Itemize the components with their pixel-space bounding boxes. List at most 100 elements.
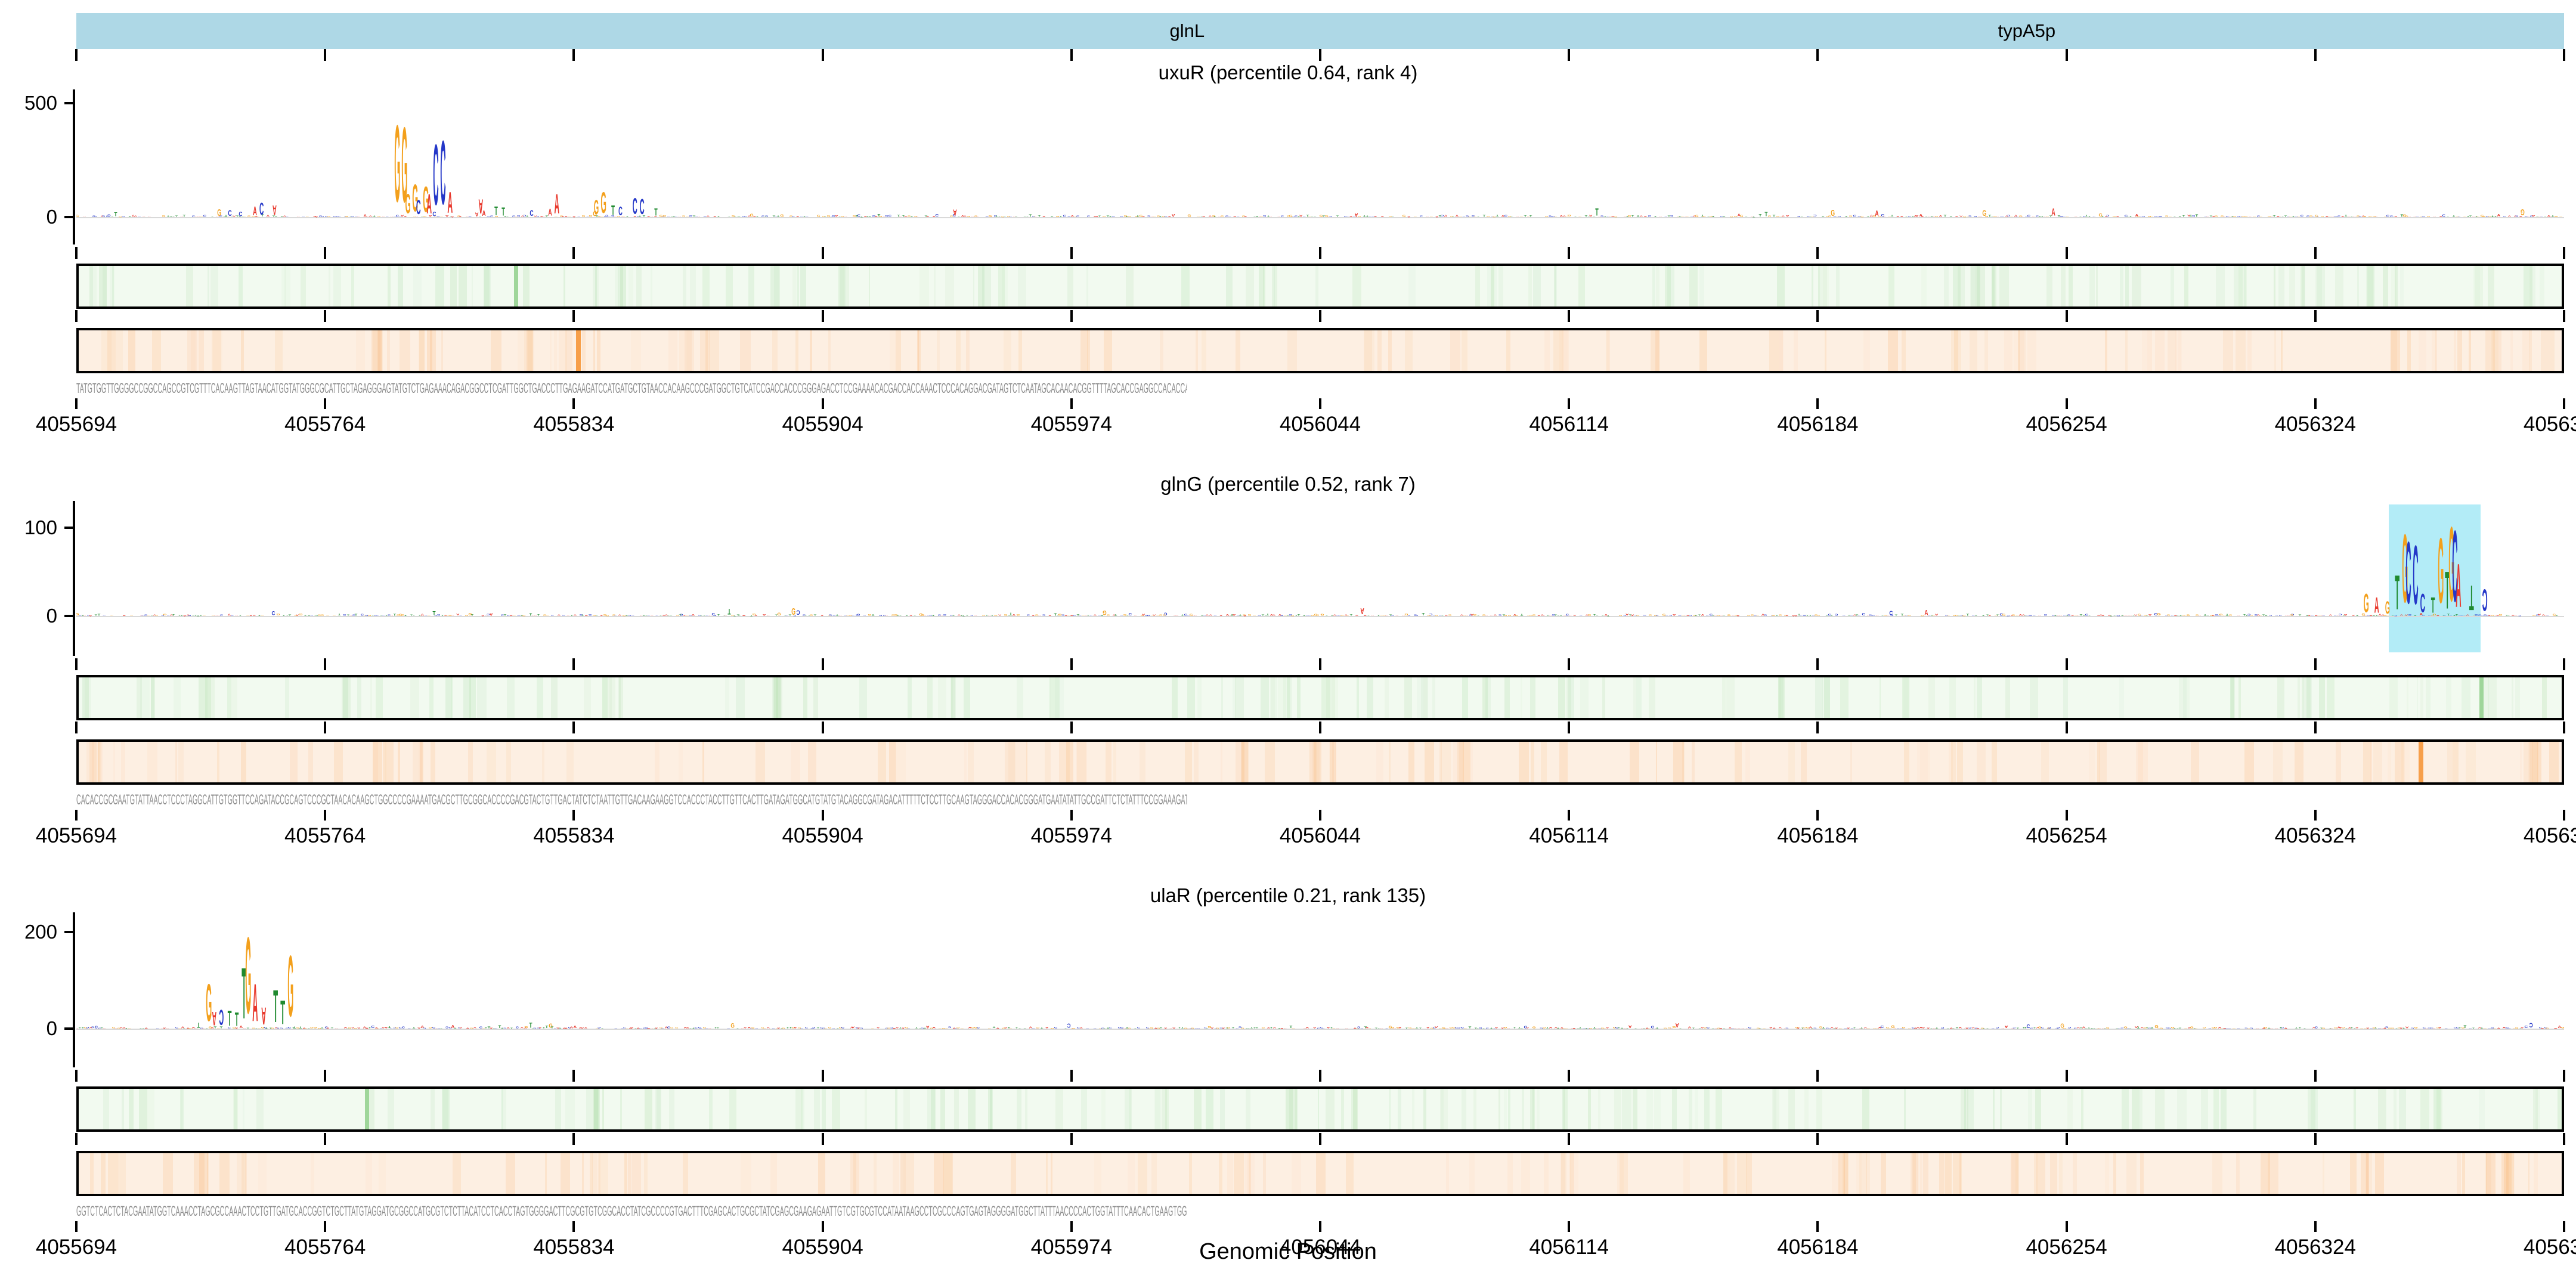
logo-letter-C: C [1908,216,1912,218]
track-stripe [2125,266,2129,306]
binding-site-highlight[interactable] [2388,504,2481,652]
track-stripe [1533,266,1541,306]
logo-letter-C: C [804,1026,809,1029]
conservation-track[interactable] [76,675,2564,720]
logo-letter-C: C [1857,615,1861,617]
logo-letter-T: T [1822,216,1825,218]
track-stripe [419,742,424,782]
logo-letter-T: T [528,1021,532,1029]
logo-letter-A: A [2514,615,2518,617]
logo-letter-T: T [2356,615,2359,617]
logo-letter-C: C [2518,615,2522,617]
track-stripe [1295,1089,1298,1129]
logo-letter-G: G [930,1027,933,1029]
sequence-logo-uxuR[interactable]: GACCACCCTTGCTAACAAGTTTTATCAAGCTACTTATATT… [76,89,2564,244]
logo-letter-T: T [78,1027,82,1029]
logo-letter-A: A [1554,1027,1558,1029]
logo-letter-T: T [182,213,186,218]
logo-letter-A: A [2256,614,2261,617]
logo-letter-T: T [453,1027,457,1029]
logo-letter-A: A [1733,1028,1737,1029]
logo-letter-A: A [1268,216,1272,218]
logo-letter-G: G [595,1027,599,1029]
logo-letter-G: G [276,613,280,617]
gene-region-typA5p[interactable] [2298,13,2564,49]
x-tick-label: 4056324 [2274,824,2356,847]
sequence-logo-ulaR[interactable]: ATTGCACCCTAGAGAATGTTACAAACGATAGAATCATGAT… [76,912,2564,1067]
track-stripe [2041,742,2049,782]
logo-letter-A: A [1353,1027,1357,1029]
logo-letter-C: C [2148,1027,2152,1029]
conservation-track[interactable] [76,264,2564,309]
logo-letter-C: C [1280,215,1284,218]
logo-letter-G: G [178,1028,181,1029]
track-stripe [2537,742,2538,782]
logo-letter-G: G [2383,216,2388,218]
track-stripe [2230,677,2235,718]
expression-track[interactable] [76,328,2564,373]
track-stripe [2120,266,2124,306]
logo-letter-C: C [2311,216,2315,218]
logo-letter-G: G [605,615,609,617]
expression-track[interactable] [76,739,2564,785]
track-stripe [2436,1089,2443,1129]
logo-letter-A: A [762,614,766,617]
logo-letter-T: T [905,615,908,617]
track-stripe [2453,330,2457,371]
logo-letter-G: G [2363,215,2367,218]
logo-letter-C: C [618,203,623,218]
logo-letter-T: T [1698,614,1701,617]
logo-letter-T: T [1015,216,1018,218]
logo-letter-G: G [1408,1027,1411,1029]
logo-letter-C: C [1806,216,1810,218]
track-stripe [198,677,208,718]
logo-letter-A: A [2004,1024,2008,1029]
logo-letter-G: G [1920,615,1924,617]
logo-letter-C: C [1748,1026,1751,1029]
x-tickmark [2314,49,2317,61]
track-stripe [1289,1089,1297,1129]
logo-letter-A: A [2284,615,2288,617]
x-tickmark [1070,310,1073,322]
logo-letter-T: T [581,614,584,617]
track-stripe [1389,1089,1391,1129]
logo-letter-A: A [1363,615,1367,617]
logo-letter-T: T [924,215,928,218]
track-stripe [400,330,410,371]
logo-letter-G: G [1156,1027,1160,1029]
logo-letter-T: T [1974,615,1978,617]
track-stripe [821,1089,826,1129]
track-stripe [828,330,831,371]
logo-letter-G: G [1431,1027,1434,1029]
track-stripe [2046,266,2052,306]
logo-letter-A: A [863,216,867,218]
logo-letter-A: A [1042,216,1046,218]
conservation-track[interactable] [76,1086,2564,1132]
track-stripe [1498,1089,1500,1129]
logo-letter-A: A [1133,615,1137,617]
logo-letter-C: C [1076,1027,1080,1029]
track-stripe [2233,266,2243,306]
x-tickmark [2065,658,2068,670]
logo-letter-C: C [424,615,428,617]
logo-letter-G: G [2431,615,2435,617]
zero-baseline [76,616,2564,618]
logo-letter-T: T [1023,1028,1026,1029]
logo-letter-C: C [1079,615,1082,617]
gene-region-glnL[interactable] [76,13,2298,49]
logo-letter-C: C [533,1027,537,1029]
logo-letter-G: G [938,1028,942,1029]
expression-track[interactable] [76,1151,2564,1196]
track-stripe [2365,1153,2373,1194]
logo-letter-A: A [1875,615,1879,617]
track-stripe [2452,742,2459,782]
x-tickmark [572,310,575,322]
logo-letter-A: A [2101,615,2104,617]
track-stripe [2063,677,2069,718]
track-stripe [977,266,984,306]
logo-letter-T: T [645,615,648,617]
track-stripe [950,677,956,718]
track-stripe [1384,677,1389,718]
track-stripe [2201,1089,2209,1129]
sequence-logo-glnG[interactable]: GCTACATTCGAGACCGTAGCGCATTTAACTTTTGGAACAC… [76,501,2564,656]
